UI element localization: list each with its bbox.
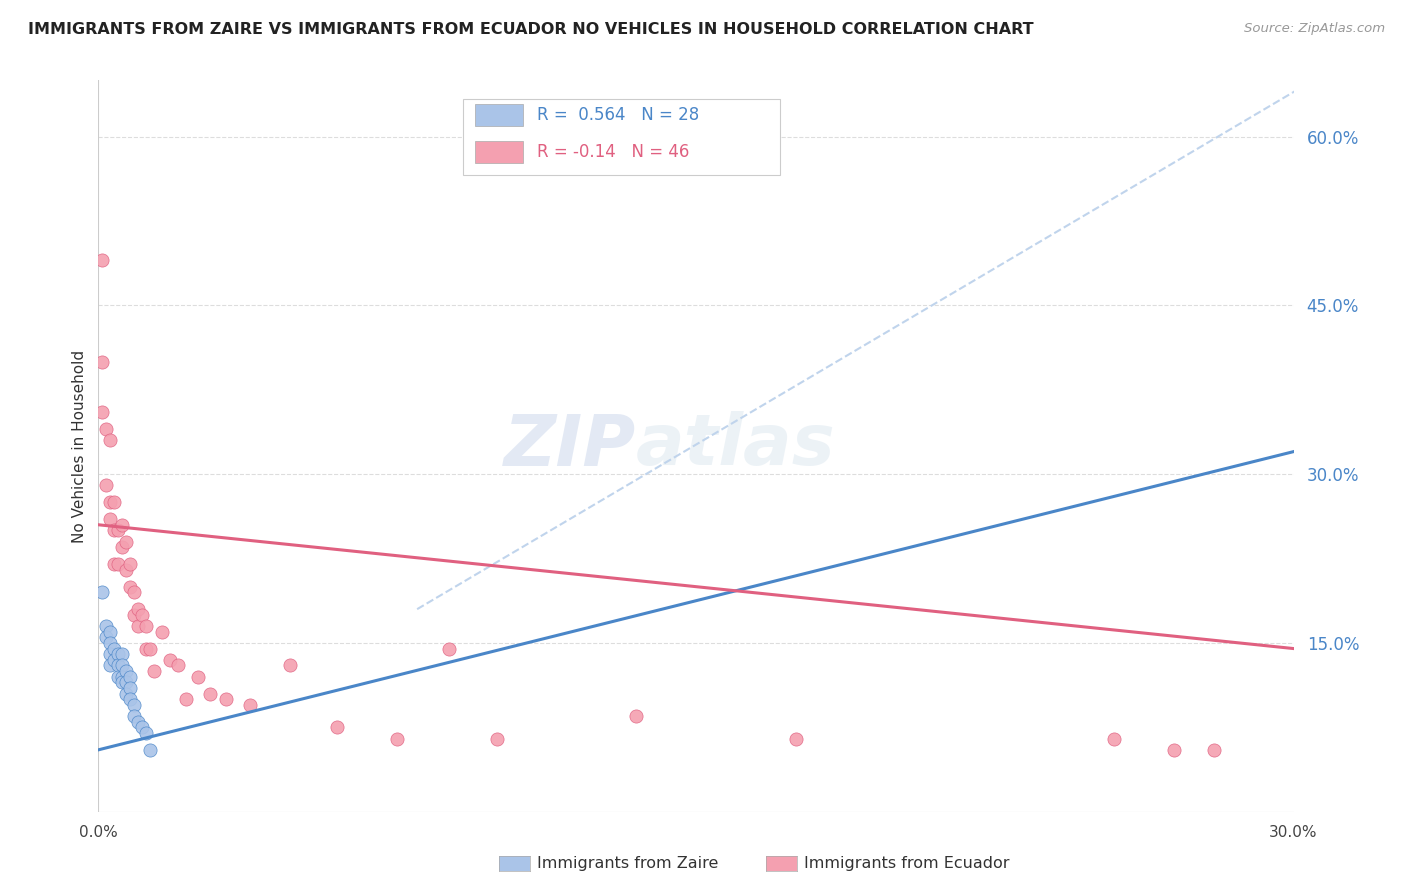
Point [115, 675, 138, 690]
Point [115, 563, 138, 577]
Point [1102, 731, 1125, 746]
Point [91, 405, 114, 419]
Point [100, 658, 122, 673]
Text: IMMIGRANTS FROM ZAIRE VS IMMIGRANTS FROM ECUADOR NO VEHICLES IN HOUSEHOLD CORREL: IMMIGRANTS FROM ZAIRE VS IMMIGRANTS FROM… [28, 22, 1033, 37]
Point [96, 478, 118, 492]
Point [124, 698, 146, 712]
Point [107, 524, 129, 538]
Point [437, 641, 460, 656]
Point [103, 653, 125, 667]
Point [124, 709, 146, 723]
Point [100, 512, 122, 526]
Point [111, 675, 134, 690]
Point [91, 253, 114, 268]
Point [187, 670, 209, 684]
Point [111, 670, 134, 684]
Point [107, 670, 129, 684]
Text: R = -0.14   N = 46: R = -0.14 N = 46 [537, 143, 689, 161]
Point [1163, 743, 1185, 757]
Point [96, 422, 118, 436]
Point [626, 709, 648, 723]
Point [174, 692, 197, 706]
Text: Immigrants from Zaire: Immigrants from Zaire [537, 856, 718, 871]
Point [96, 619, 118, 633]
Point [120, 580, 142, 594]
Point [96, 630, 118, 644]
Point [100, 647, 122, 661]
Point [107, 647, 129, 661]
FancyBboxPatch shape [475, 141, 523, 163]
Point [143, 664, 166, 678]
Point [120, 557, 142, 571]
Point [107, 658, 129, 673]
Point [124, 585, 146, 599]
Point [100, 624, 122, 639]
Point [103, 524, 125, 538]
Y-axis label: No Vehicles in Household: No Vehicles in Household [72, 350, 87, 542]
FancyBboxPatch shape [475, 104, 523, 127]
Text: Source: ZipAtlas.com: Source: ZipAtlas.com [1244, 22, 1385, 36]
Point [100, 434, 122, 448]
Point [120, 681, 142, 695]
Point [485, 731, 508, 746]
Point [215, 692, 238, 706]
Point [111, 647, 134, 661]
Text: atlas: atlas [637, 411, 837, 481]
Text: Immigrants from Ecuador: Immigrants from Ecuador [804, 856, 1010, 871]
Point [198, 687, 221, 701]
Point [1202, 743, 1225, 757]
Point [135, 619, 157, 633]
Point [103, 557, 125, 571]
Point [785, 731, 807, 746]
Point [127, 602, 149, 616]
Point [150, 624, 173, 639]
Point [127, 619, 149, 633]
Point [111, 541, 134, 555]
Point [115, 664, 138, 678]
Point [127, 714, 149, 729]
Text: ZIP: ZIP [503, 411, 637, 481]
Point [278, 658, 301, 673]
Point [120, 692, 142, 706]
Point [135, 726, 157, 740]
Point [91, 585, 114, 599]
Point [131, 607, 153, 622]
Point [107, 557, 129, 571]
Point [100, 495, 122, 509]
Point [100, 636, 122, 650]
FancyBboxPatch shape [463, 99, 780, 176]
Point [103, 495, 125, 509]
Point [139, 641, 162, 656]
Point [115, 534, 138, 549]
Text: R =  0.564   N = 28: R = 0.564 N = 28 [537, 106, 699, 124]
Point [111, 517, 134, 532]
Point [167, 658, 190, 673]
Point [326, 720, 349, 734]
Point [139, 743, 162, 757]
Point [103, 641, 125, 656]
Point [385, 731, 409, 746]
Point [124, 607, 146, 622]
Point [115, 687, 138, 701]
Point [135, 641, 157, 656]
Point [91, 354, 114, 368]
Point [159, 653, 181, 667]
Point [111, 658, 134, 673]
Point [131, 720, 153, 734]
Point [239, 698, 262, 712]
Point [120, 670, 142, 684]
